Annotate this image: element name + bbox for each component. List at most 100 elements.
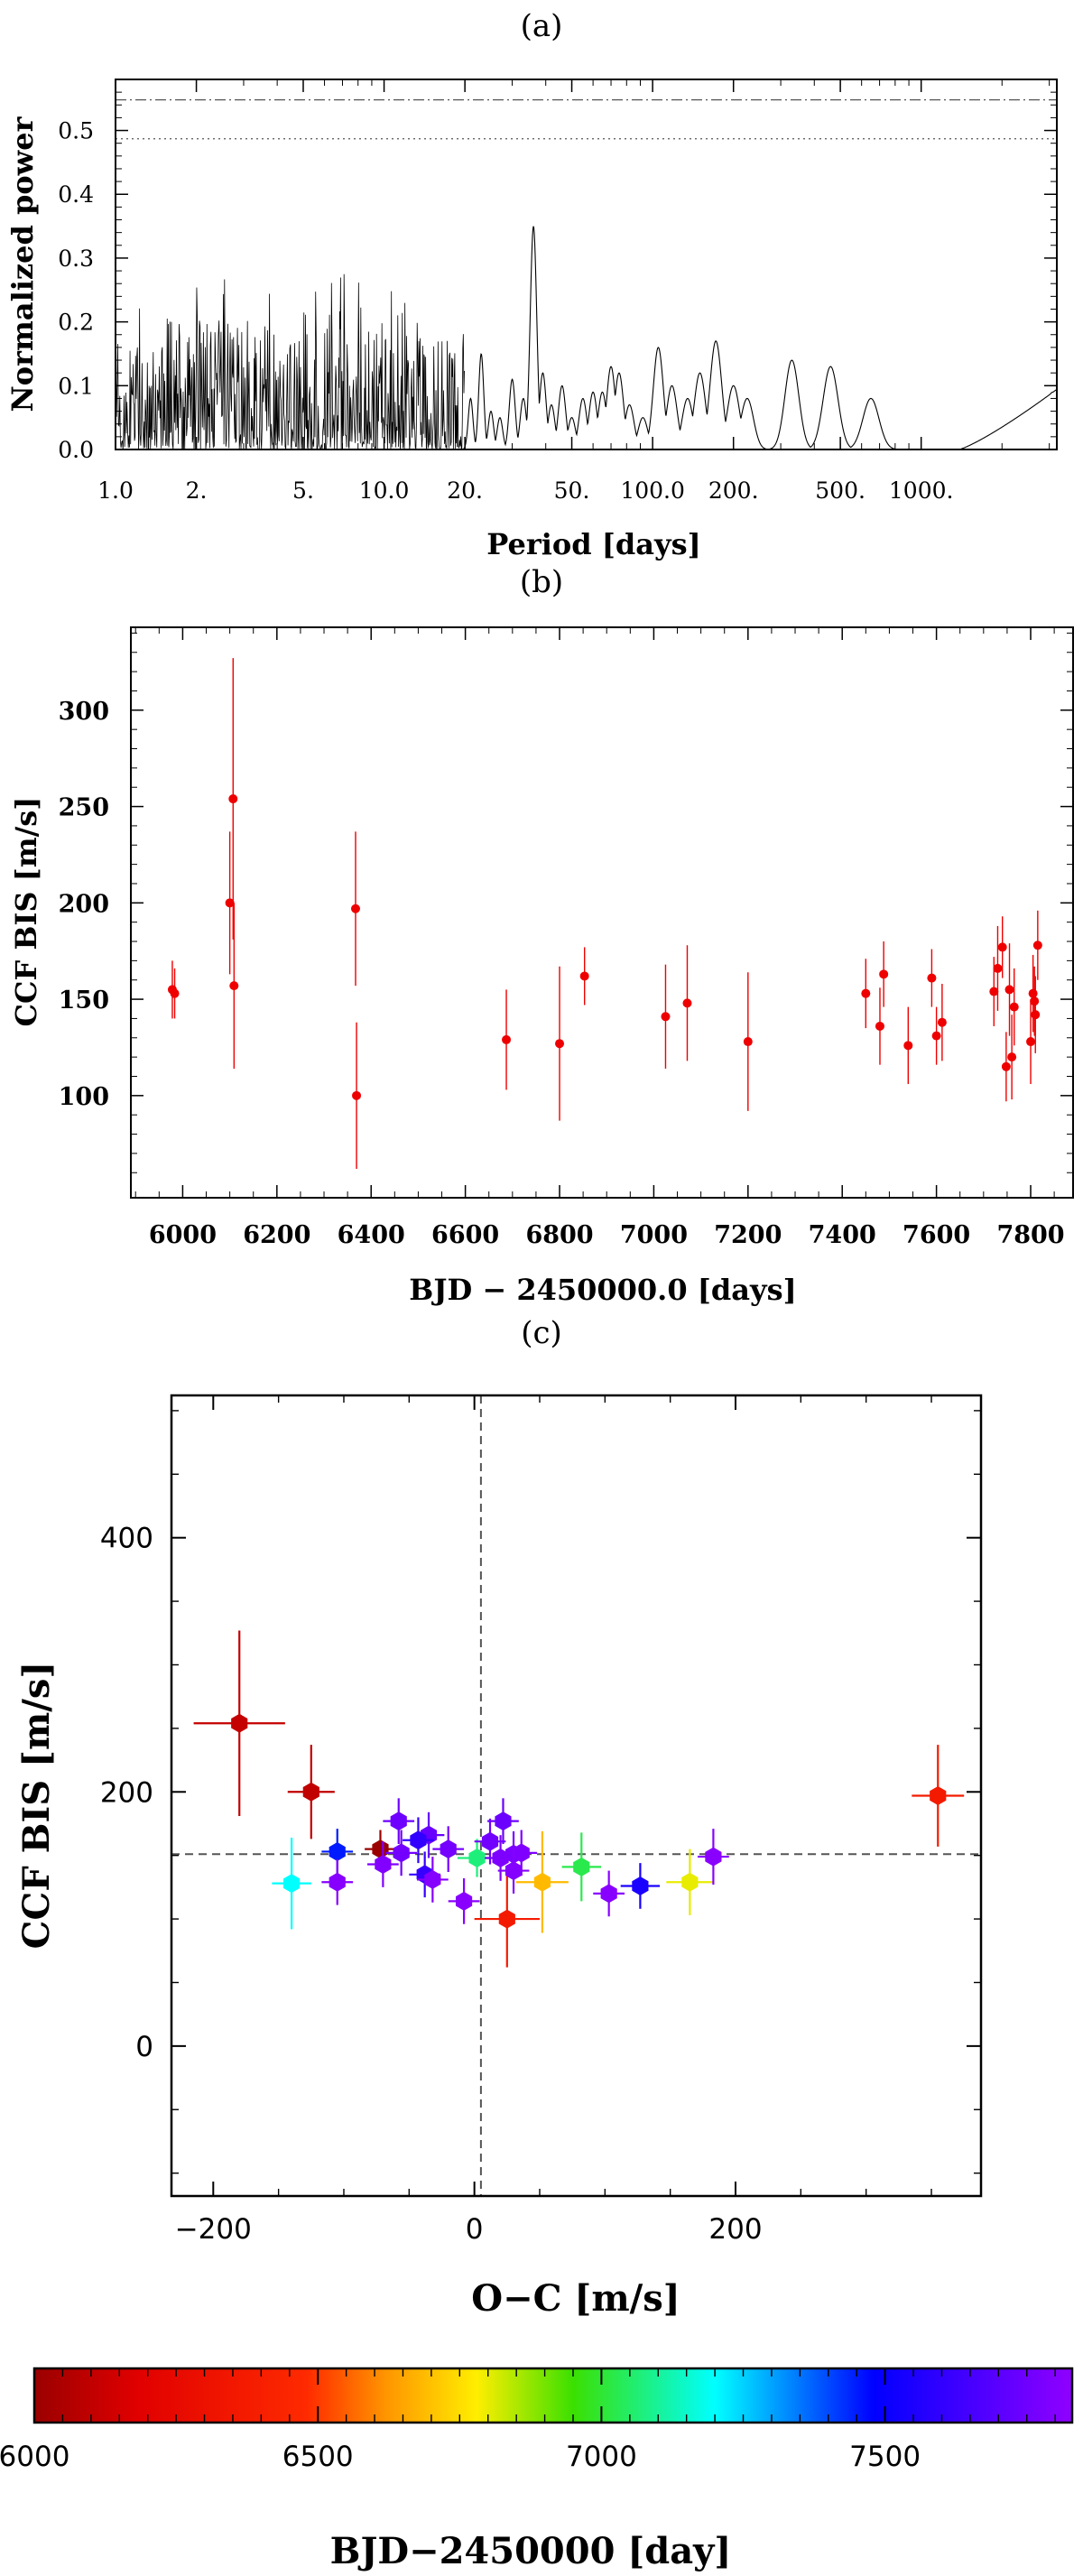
bis-data-point bbox=[937, 1017, 947, 1027]
bis-oc-data-point bbox=[375, 1855, 392, 1875]
x-tick-label: 1.0 bbox=[97, 477, 134, 504]
bis-oc-data-point bbox=[632, 1876, 649, 1895]
bis-oc-data-point bbox=[283, 1874, 301, 1894]
periodogram-line-long bbox=[458, 226, 1057, 449]
bis-oc-data-point bbox=[504, 1861, 523, 1881]
panel-b-label: (b) bbox=[520, 564, 563, 600]
bis-oc-data-point bbox=[424, 1869, 441, 1889]
bis-data-point bbox=[661, 1012, 671, 1022]
panel-b-y-axis-title: CCF BIS [m/s] bbox=[9, 797, 43, 1027]
y-tick-label: 100 bbox=[59, 1083, 109, 1111]
y-tick-label: 0.3 bbox=[58, 246, 94, 272]
y-tick-label: 0 bbox=[135, 2031, 153, 2063]
bis-oc-data-point bbox=[302, 1782, 319, 1802]
x-tick-label: 7000 bbox=[620, 1221, 688, 1249]
x-tick-label: 20. bbox=[447, 477, 483, 504]
bis-oc-data-point bbox=[390, 1812, 407, 1831]
y-tick-label: 200 bbox=[100, 1776, 153, 1809]
colorbar-gradient bbox=[32, 2367, 1074, 2424]
panel-c-y-axis-title: CCF BIS [m/s] bbox=[15, 1662, 58, 1950]
bis-oc-data-point bbox=[329, 1872, 346, 1892]
bis-data-point bbox=[743, 1037, 753, 1047]
bis-oc-data-point bbox=[513, 1843, 530, 1863]
bis-data-point bbox=[1009, 1002, 1019, 1012]
bis-data-point bbox=[927, 973, 937, 983]
x-tick-label: 10.0 bbox=[359, 477, 410, 504]
bis-oc-data-point bbox=[533, 1872, 551, 1892]
bis-oc-data-point bbox=[498, 1909, 515, 1929]
bis-data-point bbox=[352, 1090, 362, 1100]
panel-c-frame bbox=[170, 1394, 983, 2198]
x-tick-label: 6800 bbox=[525, 1221, 593, 1249]
x-tick-label: 6400 bbox=[338, 1221, 405, 1249]
x-tick-label: 7200 bbox=[714, 1221, 782, 1249]
colorbar-tick-label: 7000 bbox=[566, 2441, 637, 2473]
y-tick-label: 0.4 bbox=[58, 181, 94, 208]
bis-oc-data-point bbox=[573, 1857, 590, 1876]
periodogram-plot-area bbox=[116, 98, 1057, 449]
x-tick-label: −200 bbox=[175, 2213, 252, 2246]
bis-data-point bbox=[1032, 941, 1042, 950]
panel-b-frame bbox=[130, 626, 1074, 1199]
panel-a-x-axis-title: Period [days] bbox=[486, 527, 700, 561]
colorbar-tick-label: 7500 bbox=[849, 2441, 921, 2473]
y-tick-label: 200 bbox=[59, 890, 109, 918]
y-tick-label: 0.0 bbox=[58, 437, 94, 463]
bis-data-point bbox=[350, 903, 360, 913]
bis-oc-plot-area bbox=[171, 1395, 981, 2196]
y-tick-label: 400 bbox=[100, 1523, 153, 1555]
bis-data-point bbox=[579, 971, 589, 981]
x-tick-label: 7600 bbox=[902, 1221, 970, 1249]
y-tick-label: 0.5 bbox=[58, 118, 94, 144]
bis-data-point bbox=[931, 1031, 941, 1041]
bis-data-point bbox=[1007, 1052, 1017, 1062]
x-tick-label: 2. bbox=[186, 477, 208, 504]
bis-oc-data-point bbox=[681, 1872, 699, 1892]
colorbar-ticks: 6000 6500 7000 7500 bbox=[0, 2368, 1056, 2473]
bis-oc-data-point bbox=[492, 1848, 509, 1867]
panel-b-bis-vs-time: 6000 6200 6400 6600 6800 7000 7200 7400 7600 7800… bbox=[9, 626, 1074, 1307]
x-tick-label: 50. bbox=[554, 477, 590, 504]
panel-b-x-axis-title: BJD − 2450000.0 [days] bbox=[409, 1273, 796, 1307]
x-tick-label: 6600 bbox=[431, 1221, 499, 1249]
x-tick-label: 100.0 bbox=[620, 477, 685, 504]
x-tick-label: 6200 bbox=[243, 1221, 310, 1249]
bis-data-point bbox=[997, 942, 1007, 952]
panel-c-label: (c) bbox=[521, 1315, 562, 1351]
bis-data-point bbox=[861, 988, 871, 998]
bis-oc-data-point bbox=[393, 1843, 410, 1863]
bis-data-point bbox=[682, 998, 692, 1008]
bis-oc-data-point bbox=[440, 1839, 457, 1859]
y-tick-label: 300 bbox=[59, 698, 109, 726]
periodogram-line-short bbox=[116, 273, 465, 449]
bis-data-point bbox=[1004, 985, 1014, 995]
y-tick-label: 0.1 bbox=[58, 373, 94, 399]
bis-data-point bbox=[170, 988, 180, 998]
bis-data-point bbox=[879, 969, 889, 979]
bis-data-point bbox=[993, 963, 1003, 973]
bis-oc-data-point bbox=[329, 1841, 346, 1861]
bis-oc-data-point bbox=[372, 1839, 389, 1859]
bis-oc-data-point bbox=[455, 1891, 473, 1911]
x-tick-label: 7400 bbox=[809, 1221, 876, 1249]
bis-oc-data-point bbox=[468, 1848, 486, 1867]
bis-oc-data-point bbox=[705, 1847, 722, 1867]
bis-data-point bbox=[228, 794, 238, 804]
panel-c-bis-vs-oc: −200 0 200 0 200 400 CCF BIS [m/s] O−C [m/s] bbox=[15, 1394, 983, 2320]
panel-a-ticks: 1.0 2. 5. 10.0 20. 50. 100.0 200. 500. 1000. 0.0 0.… bbox=[58, 79, 1057, 504]
bis-data-point bbox=[1001, 1061, 1011, 1071]
y-tick-label: 0.2 bbox=[58, 310, 94, 336]
x-tick-label: 200. bbox=[708, 477, 759, 504]
bis-data-point bbox=[1026, 1037, 1036, 1047]
panel-a-frame bbox=[115, 79, 1058, 450]
colorbar-tick-label: 6500 bbox=[282, 2441, 354, 2473]
bis-data-point bbox=[875, 1021, 884, 1031]
colorbar-label: BJD−2450000 [day] bbox=[330, 2530, 732, 2572]
x-tick-label: 6000 bbox=[149, 1221, 217, 1249]
bis-data-point bbox=[229, 981, 239, 991]
bis-data-point bbox=[1028, 988, 1038, 998]
x-tick-label: 200 bbox=[708, 2213, 762, 2246]
bis-data-point bbox=[225, 898, 235, 908]
bis-oc-data-point bbox=[231, 1713, 248, 1733]
